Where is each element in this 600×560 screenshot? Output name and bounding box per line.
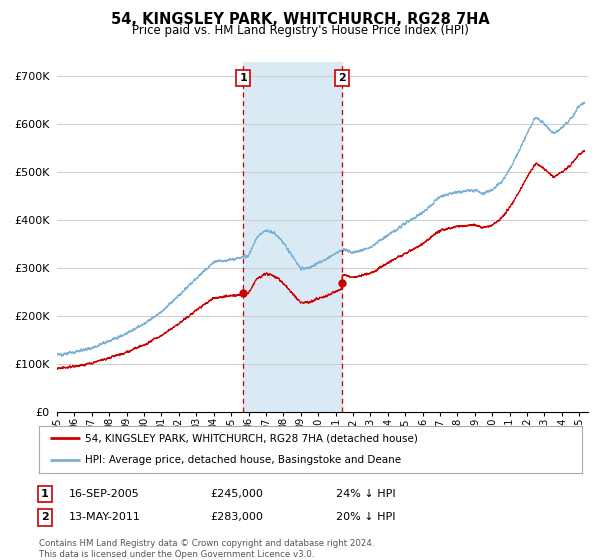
Text: 2: 2 (338, 73, 346, 83)
Text: 20% ↓ HPI: 20% ↓ HPI (336, 512, 395, 522)
Text: 13-MAY-2011: 13-MAY-2011 (69, 512, 141, 522)
Text: 16-SEP-2005: 16-SEP-2005 (69, 489, 140, 499)
Text: 54, KINGSLEY PARK, WHITCHURCH, RG28 7HA (detached house): 54, KINGSLEY PARK, WHITCHURCH, RG28 7HA … (85, 433, 418, 444)
Text: 1: 1 (41, 489, 49, 499)
Text: Contains HM Land Registry data © Crown copyright and database right 2024.
This d: Contains HM Land Registry data © Crown c… (39, 539, 374, 559)
Text: £245,000: £245,000 (210, 489, 263, 499)
Bar (244, 62, 342, 412)
Text: 2: 2 (41, 512, 49, 522)
Text: Price paid vs. HM Land Registry's House Price Index (HPI): Price paid vs. HM Land Registry's House … (131, 24, 469, 37)
Text: £283,000: £283,000 (210, 512, 263, 522)
Text: HPI: Average price, detached house, Basingstoke and Deane: HPI: Average price, detached house, Basi… (85, 455, 401, 465)
Text: 54, KINGSLEY PARK, WHITCHURCH, RG28 7HA: 54, KINGSLEY PARK, WHITCHURCH, RG28 7HA (110, 12, 490, 27)
Text: 24% ↓ HPI: 24% ↓ HPI (336, 489, 395, 499)
Text: 1: 1 (239, 73, 247, 83)
